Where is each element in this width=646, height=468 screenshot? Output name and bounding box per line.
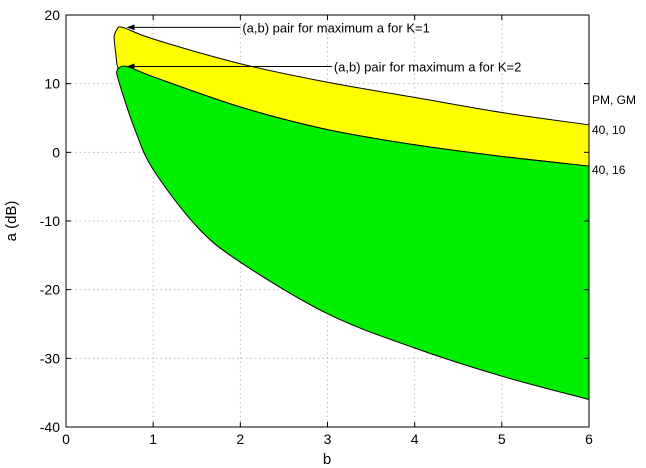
x-tick-label: 6 — [585, 431, 593, 447]
legend-header: PM, GM — [592, 93, 636, 107]
x-tick-label: 2 — [236, 431, 244, 447]
y-tick-label: 10 — [44, 76, 60, 92]
area-series-2 — [116, 65, 590, 401]
y-tick-label: -20 — [40, 282, 60, 298]
ticks: 0 1 2 3 4 5 6 20 10 0 -10 -20 -30 -40 — [40, 7, 593, 447]
series-label-1: 40, 10 — [592, 123, 626, 137]
x-tick-label: 5 — [498, 431, 506, 447]
x-tick-label: 4 — [411, 431, 419, 447]
annotations: (a,b) pair for maximum a for K=1 (a,b) pa… — [126, 20, 521, 75]
series-label-2: 40, 16 — [592, 163, 626, 177]
x-tick-label: 1 — [149, 431, 157, 447]
x-axis-label: b — [323, 451, 331, 468]
y-tick-label: -10 — [40, 213, 60, 229]
y-axis-label: a (dB) — [3, 201, 20, 242]
x-tick-label: 3 — [324, 431, 332, 447]
annotation-text: (a,b) pair for maximum a for K=2 — [334, 60, 521, 75]
x-tick-label: 0 — [62, 431, 70, 447]
annotation-text: (a,b) pair for maximum a for K=1 — [242, 20, 429, 35]
y-tick-label: 20 — [44, 7, 60, 23]
y-tick-label: -30 — [40, 350, 60, 366]
areas — [113, 26, 590, 401]
y-tick-label: 0 — [52, 144, 60, 160]
y-tick-label: -40 — [40, 419, 60, 435]
